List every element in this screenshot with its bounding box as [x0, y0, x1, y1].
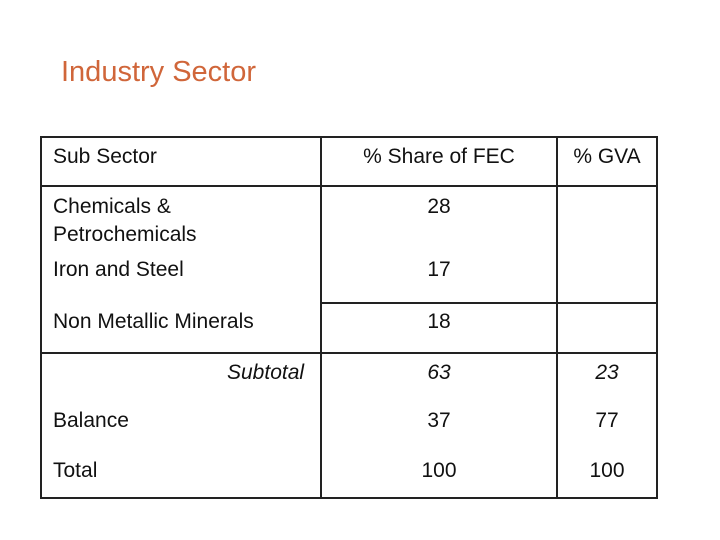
header-share-fec: % Share of FEC: [363, 145, 515, 168]
row-total-fec: 100: [421, 459, 457, 482]
row-iron-steel-label: Iron and Steel: [53, 258, 184, 281]
table-border-col2: [320, 136, 322, 498]
row-balance-gva: 77: [595, 409, 619, 432]
page-title: Industry Sector: [61, 56, 257, 88]
row-chemicals-fec: 28: [427, 195, 451, 218]
row-non-metallic-fec: 18: [427, 310, 451, 333]
row-balance-label: Balance: [53, 409, 129, 432]
header-gva: % GVA: [573, 145, 641, 168]
table-border-header: [40, 185, 658, 187]
table-border-row3: [320, 302, 658, 304]
table-border-top: [40, 136, 658, 138]
row-balance-fec: 37: [427, 409, 451, 432]
row-subtotal-gva: 23: [595, 361, 619, 384]
row-non-metallic-label: Non Metallic Minerals: [53, 310, 254, 333]
table-border-bottom: [40, 497, 658, 499]
row-subtotal-label: Subtotal: [227, 361, 305, 384]
row-chemicals-label: Chemicals &: [53, 195, 171, 218]
row-subtotal-fec: 63: [427, 361, 451, 384]
row-total-label: Total: [53, 459, 98, 482]
table-border-subtotal: [40, 352, 658, 354]
header-sub-sector: Sub Sector: [53, 145, 157, 168]
table-border-left: [40, 136, 42, 498]
row-chemicals-label-line2: Petrochemicals: [53, 223, 197, 246]
row-iron-steel-fec: 17: [427, 258, 451, 281]
table-border-right: [656, 136, 658, 498]
row-total-gva: 100: [589, 459, 625, 482]
table-border-col3: [556, 136, 558, 498]
